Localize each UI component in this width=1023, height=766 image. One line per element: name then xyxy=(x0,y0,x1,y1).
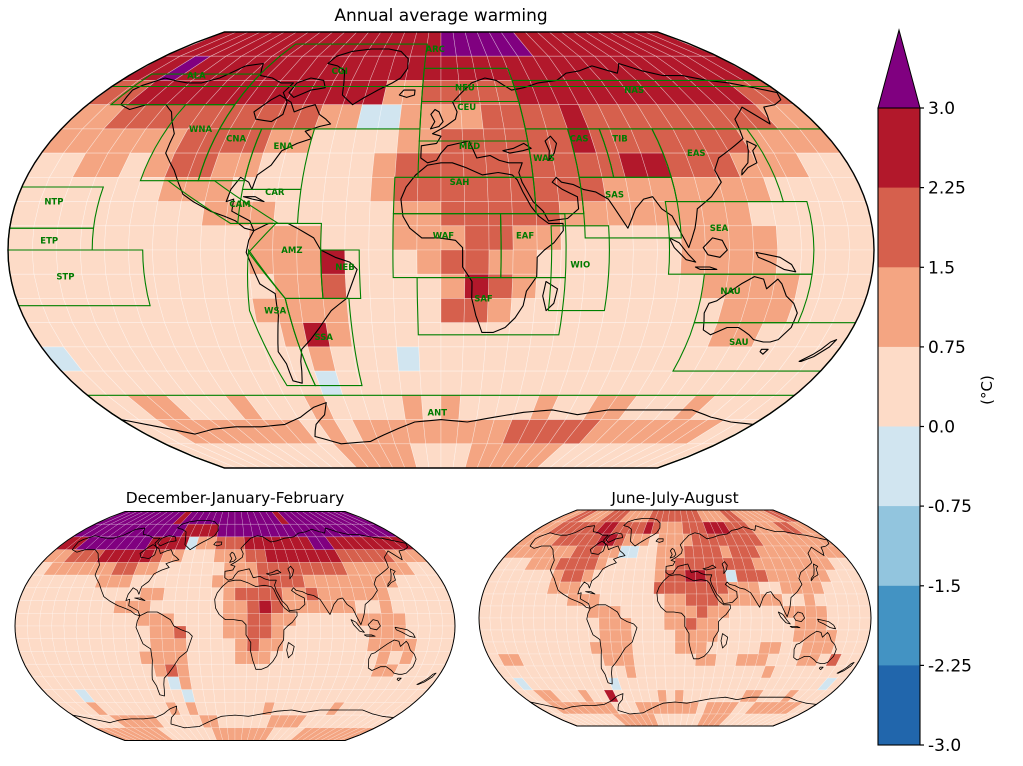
colorbar-unit-label: (°C) xyxy=(978,375,996,405)
region-label-CAR: CAR xyxy=(265,188,285,198)
region-label-WNA: WNA xyxy=(189,125,212,135)
region-label-ARC: ARC xyxy=(426,45,445,55)
region-label-AMZ: AMZ xyxy=(281,246,302,256)
srex-region-labels: ARC ALA CGI WNA CNA ENA NTP ETP STP CAM CAR AMZ NEB W… xyxy=(40,45,748,418)
colorbar-tick-label: -2.25 xyxy=(928,656,972,676)
colorbar-segment xyxy=(878,585,920,666)
region-label-CEU: CEU xyxy=(457,103,476,113)
region-label-CNA: CNA xyxy=(226,135,246,145)
region-label-WAF: WAF xyxy=(433,232,455,242)
colorbar-tick-label: 1.5 xyxy=(928,258,955,278)
region-outline-STP xyxy=(7,249,151,307)
region-label-SAH: SAH xyxy=(450,178,470,188)
region-label-NAU: NAU xyxy=(720,287,740,297)
region-label-NEU: NEU xyxy=(455,84,475,94)
colorbar-segment xyxy=(878,267,920,348)
region-label-CAS: CAS xyxy=(570,135,589,145)
colorbar-segment xyxy=(878,426,920,507)
region-label-SAU: SAU xyxy=(729,338,748,348)
region-outline-WIO xyxy=(547,225,610,312)
region-label-SEA: SEA xyxy=(710,224,729,234)
region-label-NEB: NEB xyxy=(335,263,354,273)
annual-coastlines xyxy=(120,48,838,469)
region-label-CGI: CGI xyxy=(332,67,348,77)
region-outline-SAF xyxy=(416,277,566,336)
region-label-CAM: CAM xyxy=(229,200,250,210)
jja-map xyxy=(478,509,872,727)
region-label-ALA: ALA xyxy=(187,72,206,82)
annual-map-border xyxy=(7,31,875,469)
region-label-ETP: ETP xyxy=(40,236,58,246)
jja-map-border xyxy=(478,509,872,727)
colorbar: 3.0 2.25 1.5 0.75 0.0 -0.75 -1.5 -2.25 -3.0 (°C) xyxy=(877,28,996,756)
region-label-SAF: SAF xyxy=(474,294,493,304)
djf-cells xyxy=(14,511,456,741)
region-label-STP: STP xyxy=(56,273,74,283)
annual-map: ARC ALA CGI WNA CNA ENA NTP ETP STP CAM CAR AMZ NEB W… xyxy=(7,31,875,469)
djf-map-title: December-January-February xyxy=(125,489,345,507)
djf-map xyxy=(14,511,456,741)
region-outline-SAS xyxy=(578,176,682,239)
colorbar-tick-label: 2.25 xyxy=(928,179,966,199)
colorbar-tick-label: -1.5 xyxy=(928,577,961,597)
region-label-SSA: SSA xyxy=(314,333,333,343)
region-label-ANT: ANT xyxy=(428,408,448,418)
colorbar-segment xyxy=(878,108,920,189)
colorbar-segment xyxy=(878,346,920,427)
region-label-WAS: WAS xyxy=(533,154,555,164)
region-outline-NEB xyxy=(320,249,362,299)
region-label-ENA: ENA xyxy=(274,142,294,152)
region-label-WSA: WSA xyxy=(264,307,286,317)
djf-map-border xyxy=(14,511,456,741)
jja-cells xyxy=(478,509,872,727)
region-label-NAS: NAS xyxy=(624,86,644,96)
region-label-EAS: EAS xyxy=(687,149,706,159)
colorbar-segment xyxy=(878,187,920,268)
colorbar-over-arrow xyxy=(877,28,921,109)
region-label-NTP: NTP xyxy=(44,198,63,208)
annual-map-title: Annual average warming xyxy=(334,6,548,26)
region-label-EAF: EAF xyxy=(516,232,534,242)
annual-cells xyxy=(7,31,875,469)
jja-coastlines xyxy=(529,518,855,727)
colorbar-tick-label: -3.0 xyxy=(928,736,961,756)
colorbar-segment xyxy=(878,506,920,587)
colorbar-tick-label: 3.0 xyxy=(928,99,955,119)
colorbar-tick-label: -0.75 xyxy=(928,497,972,517)
colorbar-tick-label: 0.75 xyxy=(928,338,966,358)
region-label-TIB: TIB xyxy=(612,135,627,145)
region-label-MED: MED xyxy=(459,142,480,152)
jja-map-title: June-July-August xyxy=(611,489,739,507)
region-label-SAS: SAS xyxy=(605,190,624,200)
colorbar-tick-label: 0.0 xyxy=(928,418,955,438)
region-outline-SSA xyxy=(284,297,363,387)
region-label-WIO: WIO xyxy=(570,261,590,271)
colorbar-segment xyxy=(878,665,920,746)
